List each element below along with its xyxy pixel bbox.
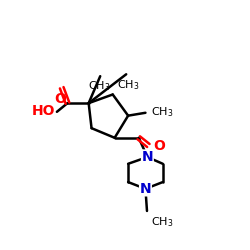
Text: CH$_3$: CH$_3$ (117, 78, 139, 92)
Text: N: N (140, 182, 151, 196)
Text: N: N (142, 150, 153, 164)
Text: HO: HO (32, 104, 55, 118)
Text: O: O (154, 138, 166, 152)
Text: O: O (54, 92, 66, 106)
Text: CH$_3$: CH$_3$ (88, 80, 110, 94)
Text: CH$_3$: CH$_3$ (151, 215, 173, 228)
Text: CH$_3$: CH$_3$ (151, 105, 173, 119)
